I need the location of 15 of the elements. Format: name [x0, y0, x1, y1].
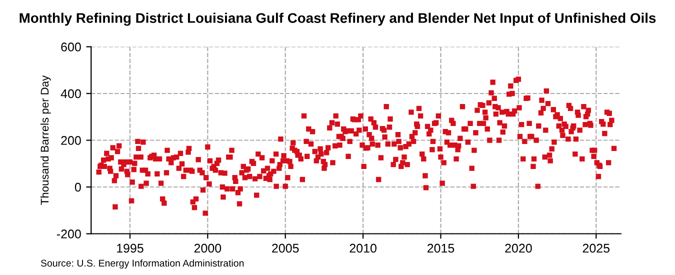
y-axis-title: Thousand Barrels per Day [40, 75, 51, 205]
x-tick-label: 2015 [427, 244, 454, 253]
x-tick-label: 2005 [272, 244, 299, 253]
y-tick-label: 0 [74, 182, 81, 192]
y-tick-label: 400 [60, 89, 81, 98]
x-tick-label: 2010 [350, 244, 376, 253]
y-tick-label: 600 [61, 42, 81, 52]
y-tick-label: -200 [56, 230, 81, 238]
x-tick-label: 2025 [582, 244, 610, 253]
y-tick-label: 200 [61, 136, 81, 145]
x-tick-label: 2000 [194, 244, 222, 253]
chart-title: Monthly Refining District Louisiana Gulf Coast Refinery and Blender Net Input of Unfinished Oils [20, 12, 656, 26]
source-note: Source: U.S. Energy Information Administration [40, 259, 244, 269]
x-tick-label: 2020 [505, 244, 532, 253]
x-tick-label: 1995 [117, 244, 144, 253]
